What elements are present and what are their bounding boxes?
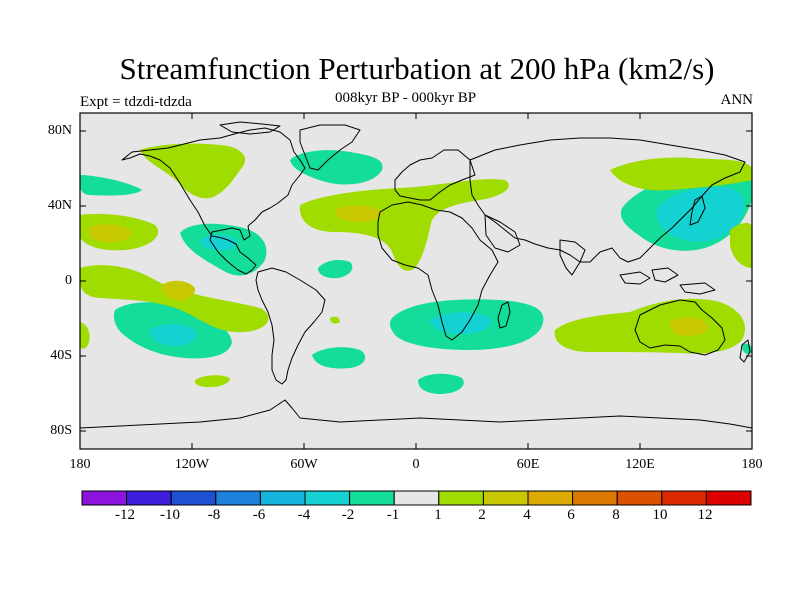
contour-neg2-s-africa bbox=[430, 312, 492, 334]
colorbar-label: 4 bbox=[523, 507, 531, 523]
map-subtitle: 008kyr BP - 000kyr BP bbox=[335, 90, 477, 106]
colorbar-swatch bbox=[259, 490, 306, 506]
colorbar-label: -2 bbox=[341, 507, 355, 523]
colorbar-label: -12 bbox=[115, 507, 135, 523]
colorbar bbox=[81, 490, 752, 506]
lat-label-40n: 40N bbox=[47, 198, 72, 213]
lon-label-120w: 120W bbox=[174, 457, 210, 472]
coastline-greenland bbox=[299, 124, 361, 171]
coastline-europe bbox=[394, 149, 476, 201]
lat-label-40s: 40S bbox=[50, 348, 72, 363]
lon-label-180w: 180 bbox=[69, 457, 91, 472]
contour-pos2-australia bbox=[669, 317, 709, 336]
coastline-new-zealand bbox=[739, 339, 751, 363]
lon-label-60w: 60W bbox=[290, 457, 318, 472]
colorbar-label: -6 bbox=[252, 507, 266, 523]
contour-pos-w-atlantic-small bbox=[330, 316, 340, 324]
contour-neg-s-atlantic-2 bbox=[418, 373, 464, 394]
contour-neg2-s-pacific bbox=[150, 324, 197, 346]
colorbar-label: 2 bbox=[478, 507, 486, 523]
coastline-japan bbox=[689, 195, 706, 226]
colorbar-swatch bbox=[393, 490, 440, 506]
colorbar-label: -10 bbox=[160, 507, 180, 523]
coastline-arctic-islands bbox=[219, 121, 281, 135]
contour-neg2-nw-pacific bbox=[656, 187, 745, 242]
colorbar-swatch bbox=[126, 490, 172, 506]
map-title: Streamfunction Perturbation at 200 hPa (… bbox=[119, 51, 715, 86]
contour-fills bbox=[80, 143, 752, 394]
contour-pos-s-pacific-small bbox=[194, 375, 230, 388]
contour-pos-n-pacific bbox=[140, 143, 246, 199]
contour-neg-s-atlantic-1 bbox=[312, 347, 366, 369]
colorbar-swatch bbox=[170, 490, 217, 506]
colorbar-swatch bbox=[215, 490, 261, 506]
colorbar-swatch bbox=[661, 490, 707, 506]
coastline-india bbox=[559, 239, 586, 276]
lat-label-80n: 80N bbox=[47, 123, 72, 138]
contour-neg-w-africa bbox=[318, 260, 353, 279]
lat-label-0: 0 bbox=[65, 273, 72, 288]
lon-label-0: 0 bbox=[412, 457, 420, 472]
colorbar-label: 10 bbox=[652, 507, 668, 523]
contour-pos2-e-pacific bbox=[161, 280, 196, 301]
colorbar-label: 1 bbox=[434, 507, 442, 523]
lon-label-120e: 120E bbox=[625, 457, 655, 472]
coastline-south-america bbox=[255, 267, 326, 385]
coastline-se-asia-islands bbox=[619, 267, 716, 295]
lon-label-180e: 180 bbox=[741, 457, 763, 472]
contour-pos2-ne-pacific bbox=[88, 224, 131, 242]
colorbar-label: 8 bbox=[612, 507, 620, 523]
colorbar-swatch bbox=[705, 490, 752, 506]
coastline-australia bbox=[634, 299, 726, 356]
contour-pos-w-edge-s bbox=[80, 322, 90, 349]
contour-neg-nw-atlantic bbox=[290, 150, 383, 185]
colorbar-swatch bbox=[349, 490, 395, 506]
experiment-label: Expt = tdzdi-tdzda bbox=[80, 94, 192, 110]
colorbar-label: -1 bbox=[386, 507, 400, 523]
contour-pos-n-atlantic bbox=[299, 179, 509, 271]
colorbar-label: 12 bbox=[697, 507, 713, 523]
colorbar-swatch bbox=[438, 490, 484, 506]
lat-label-80s: 80S bbox=[50, 423, 72, 438]
coastline-arabia bbox=[484, 214, 521, 253]
axis-ticks bbox=[79, 113, 753, 449]
coastlines bbox=[80, 121, 752, 429]
colorbar-swatch bbox=[572, 490, 618, 506]
colorbar-swatch bbox=[616, 490, 663, 506]
colorbar-swatch bbox=[304, 490, 351, 506]
coastline-asia bbox=[469, 137, 746, 263]
colorbar-swatch bbox=[81, 490, 128, 506]
contour-neg-west-edge-n bbox=[80, 175, 142, 196]
colorbar-label: 6 bbox=[567, 507, 575, 523]
colorbar-label: -8 bbox=[207, 507, 221, 523]
contour-pos-australia bbox=[554, 298, 746, 354]
colorbar-swatch bbox=[527, 490, 574, 506]
contour-pos-east-edge bbox=[730, 222, 752, 268]
contour-neg2-gulf bbox=[200, 234, 237, 251]
season-label: ANN bbox=[720, 92, 754, 108]
lon-label-60e: 60E bbox=[516, 457, 540, 472]
colorbar-label: -4 bbox=[297, 507, 311, 523]
coastline-madagascar bbox=[497, 301, 511, 329]
coastline-north-america bbox=[121, 127, 306, 275]
contour-pos2-atlantic bbox=[335, 205, 382, 222]
coastline-africa bbox=[377, 201, 499, 341]
colorbar-swatch bbox=[482, 490, 529, 506]
coastline-antarctica bbox=[80, 399, 752, 429]
